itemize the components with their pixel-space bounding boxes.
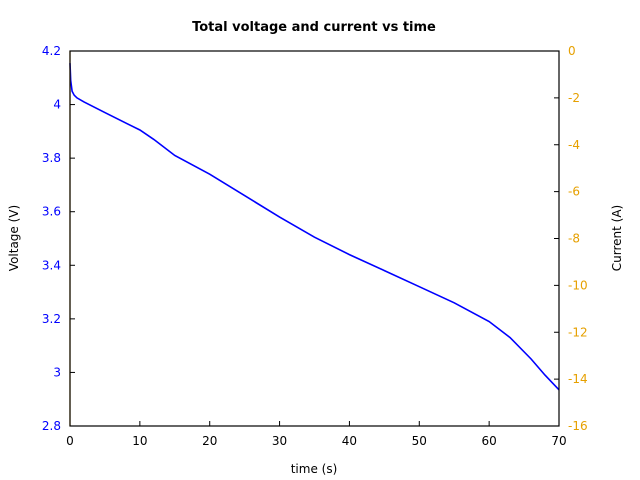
y-tick-label: 3.2 [42, 312, 61, 326]
plot-area [69, 50, 560, 427]
x-axis-ticks: 0 10 20 30 40 50 60 70 [66, 421, 567, 448]
y-axis-label-current: Current (A) [610, 205, 624, 271]
y2-tick-label: -16 [568, 419, 588, 433]
x-axis-label: time (s) [291, 462, 338, 476]
plot-frame [69, 50, 560, 427]
chart-title: Total voltage and current vs time [192, 20, 436, 35]
y-tick-label: 2.8 [42, 419, 61, 433]
x-tick-label: 50 [412, 434, 427, 448]
y-tick-label: 3.8 [42, 151, 61, 165]
x-tick-label: 60 [482, 434, 497, 448]
y-axis-ticks-voltage: 2.8 3 3.2 3.4 3.6 3.8 4 4.2 [42, 44, 75, 433]
voltage-line [69, 63, 560, 391]
y-axis-label-voltage: Voltage (V) [7, 205, 21, 271]
y2-tick-label: -10 [568, 278, 588, 292]
y-tick-label: 3.6 [42, 205, 61, 219]
x-tick-label: 30 [272, 434, 287, 448]
y2-tick-label: -14 [568, 372, 588, 386]
y2-tick-label: -8 [568, 232, 580, 246]
x-tick-label: 10 [132, 434, 147, 448]
y-axis-ticks-current: -16 -14 -12 -10 -8 -6 -4 -2 0 [554, 44, 588, 433]
y2-tick-label: 0 [568, 44, 576, 58]
x-tick-label: 0 [66, 434, 74, 448]
x-tick-label: 40 [342, 434, 357, 448]
x-tick-label: 70 [551, 434, 566, 448]
y2-tick-label: -6 [568, 185, 580, 199]
y2-tick-label: -12 [568, 325, 588, 339]
x-tick-label: 20 [202, 434, 217, 448]
y-tick-label: 4.2 [42, 44, 61, 58]
y-tick-label: 3 [53, 365, 61, 379]
y2-tick-label: -4 [568, 138, 580, 152]
y-tick-label: 4 [53, 98, 61, 112]
y-tick-label: 3.4 [42, 258, 61, 272]
y2-tick-label: -2 [568, 91, 580, 105]
